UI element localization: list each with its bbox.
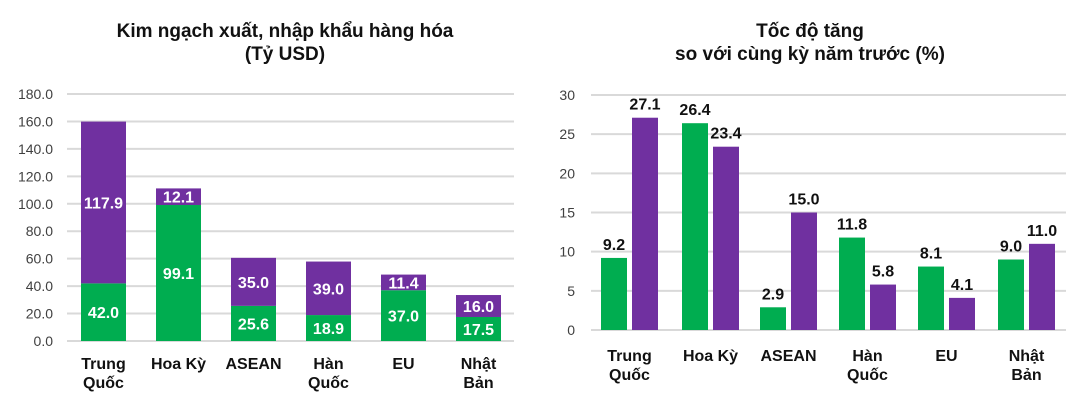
bar-import-segment bbox=[81, 121, 126, 284]
y-tick-label: 0.0 bbox=[34, 333, 54, 349]
y-tick-label: 30 bbox=[559, 87, 575, 103]
export-value-label: 25.6 bbox=[238, 316, 269, 333]
import-growth-label: 15.0 bbox=[788, 192, 819, 209]
x-category-label: ASEAN bbox=[225, 356, 281, 373]
export-growth-label: 11.8 bbox=[837, 217, 867, 234]
x-category-label: ASEAN bbox=[760, 348, 816, 365]
bar-import-growth bbox=[870, 284, 896, 330]
x-category-label: Hoa Kỳ bbox=[683, 348, 738, 365]
x-category-label: Hoa Kỳ bbox=[151, 356, 206, 373]
y-tick-label: 60.0 bbox=[26, 251, 53, 267]
export-growth-label: 9.0 bbox=[1000, 239, 1022, 256]
right-chart-title: Tốc độ tăng so với cùng kỳ năm trước (%) bbox=[560, 20, 1060, 66]
bar-export-growth bbox=[682, 123, 708, 330]
bar-export-segment bbox=[306, 315, 351, 341]
bar-export-growth bbox=[998, 259, 1024, 330]
bar-import-growth bbox=[1029, 243, 1055, 330]
import-growth-label: 11.0 bbox=[1027, 223, 1057, 240]
y-tick-label: 160.0 bbox=[18, 113, 53, 129]
import-value-label: 117.9 bbox=[84, 195, 123, 212]
bar-export-segment bbox=[156, 205, 201, 341]
bar-import-growth bbox=[632, 117, 658, 330]
export-growth-label: 8.1 bbox=[920, 246, 942, 263]
right-chart-title-line2: so với cùng kỳ năm trước (%) bbox=[675, 44, 945, 65]
bar-export-segment bbox=[456, 316, 501, 341]
left-chart-title: Kim ngạch xuất, nhập khẩu hàng hóa (Tỷ U… bbox=[40, 20, 530, 66]
x-category-label: Hàn Quốc bbox=[847, 348, 888, 384]
import-value-label: 39.0 bbox=[313, 281, 344, 298]
bar-export-segment bbox=[81, 283, 126, 341]
export-value-label: 37.0 bbox=[388, 309, 419, 326]
y-tick-label: 15 bbox=[559, 205, 575, 221]
bar-export-growth bbox=[839, 237, 865, 330]
y-tick-label: 5 bbox=[567, 283, 575, 299]
y-tick-label: 20 bbox=[559, 165, 575, 181]
import-value-label: 11.4 bbox=[388, 275, 418, 292]
y-tick-label: 80.0 bbox=[26, 223, 53, 239]
stacked-bar-chart-trade-value: 0.0 20.0 40.0 60.0 80.0 100.0 120.0 140.0 160.0 1… bbox=[18, 86, 514, 392]
y-tick-label: 100.0 bbox=[18, 196, 53, 212]
export-growth-label: 2.9 bbox=[762, 286, 784, 303]
right-chart-title-line1: Tốc độ tăng bbox=[756, 21, 864, 42]
y-tick-label: 20.0 bbox=[26, 306, 53, 322]
y-tick-label: 180.0 bbox=[18, 86, 53, 102]
left-chart-title-line1: Kim ngạch xuất, nhập khẩu hàng hóa bbox=[116, 21, 454, 42]
bar-import-segment bbox=[456, 295, 501, 317]
bar-import-segment bbox=[156, 188, 201, 206]
y-tick-label: 140.0 bbox=[18, 141, 53, 157]
import-growth-label: 27.1 bbox=[629, 97, 660, 114]
export-value-label: 17.5 bbox=[463, 322, 494, 339]
x-category-label: Nhật Bản bbox=[1009, 348, 1045, 384]
export-value-label: 99.1 bbox=[163, 266, 194, 283]
import-growth-label: 5.8 bbox=[872, 264, 894, 281]
export-value-label: 18.9 bbox=[313, 321, 344, 338]
import-value-label: 16.0 bbox=[463, 299, 494, 316]
bar-export-growth bbox=[918, 266, 944, 330]
export-growth-label: 26.4 bbox=[679, 102, 710, 119]
x-category-label: EU bbox=[935, 348, 957, 365]
bar-export-segment bbox=[381, 290, 426, 341]
y-tick-label: 40.0 bbox=[26, 278, 53, 294]
x-category-label: Trung Quốc bbox=[607, 348, 651, 384]
export-growth-label: 9.2 bbox=[603, 237, 625, 254]
bar-import-growth bbox=[791, 212, 817, 330]
bar-import-growth bbox=[713, 146, 739, 330]
left-chart-title-line2: (Tỷ USD) bbox=[244, 44, 326, 65]
y-tick-label: 25 bbox=[559, 126, 575, 142]
import-growth-label: 4.1 bbox=[951, 277, 973, 294]
import-value-label: 12.1 bbox=[163, 190, 194, 207]
x-category-label: Nhật Bản bbox=[461, 356, 497, 392]
grouped-bar-chart-growth-rate: 0 5 10 15 20 25 30 9.2 27.1 26.423.4 2.9 15.0 11.8 5.… bbox=[559, 87, 1066, 384]
y-tick-label: 120.0 bbox=[18, 168, 53, 184]
import-value-label: 35.0 bbox=[238, 275, 269, 292]
bar-import-segment bbox=[231, 257, 276, 306]
x-category-label: Hàn Quốc bbox=[308, 356, 349, 392]
y-tick-label: 0 bbox=[567, 322, 575, 338]
bar-export-segment bbox=[231, 305, 276, 341]
bar-export-growth bbox=[601, 257, 627, 330]
bar-export-growth bbox=[760, 307, 786, 330]
x-category-label: EU bbox=[392, 356, 414, 373]
x-category-label: Trung Quốc bbox=[81, 356, 125, 392]
bar-import-segment bbox=[381, 274, 426, 291]
export-value-label: 42.0 bbox=[88, 305, 119, 322]
bar-import-growth bbox=[949, 297, 975, 330]
import-growth-label: 23.4 bbox=[710, 126, 741, 143]
bar-import-segment bbox=[306, 261, 351, 316]
y-tick-label: 10 bbox=[559, 244, 575, 260]
